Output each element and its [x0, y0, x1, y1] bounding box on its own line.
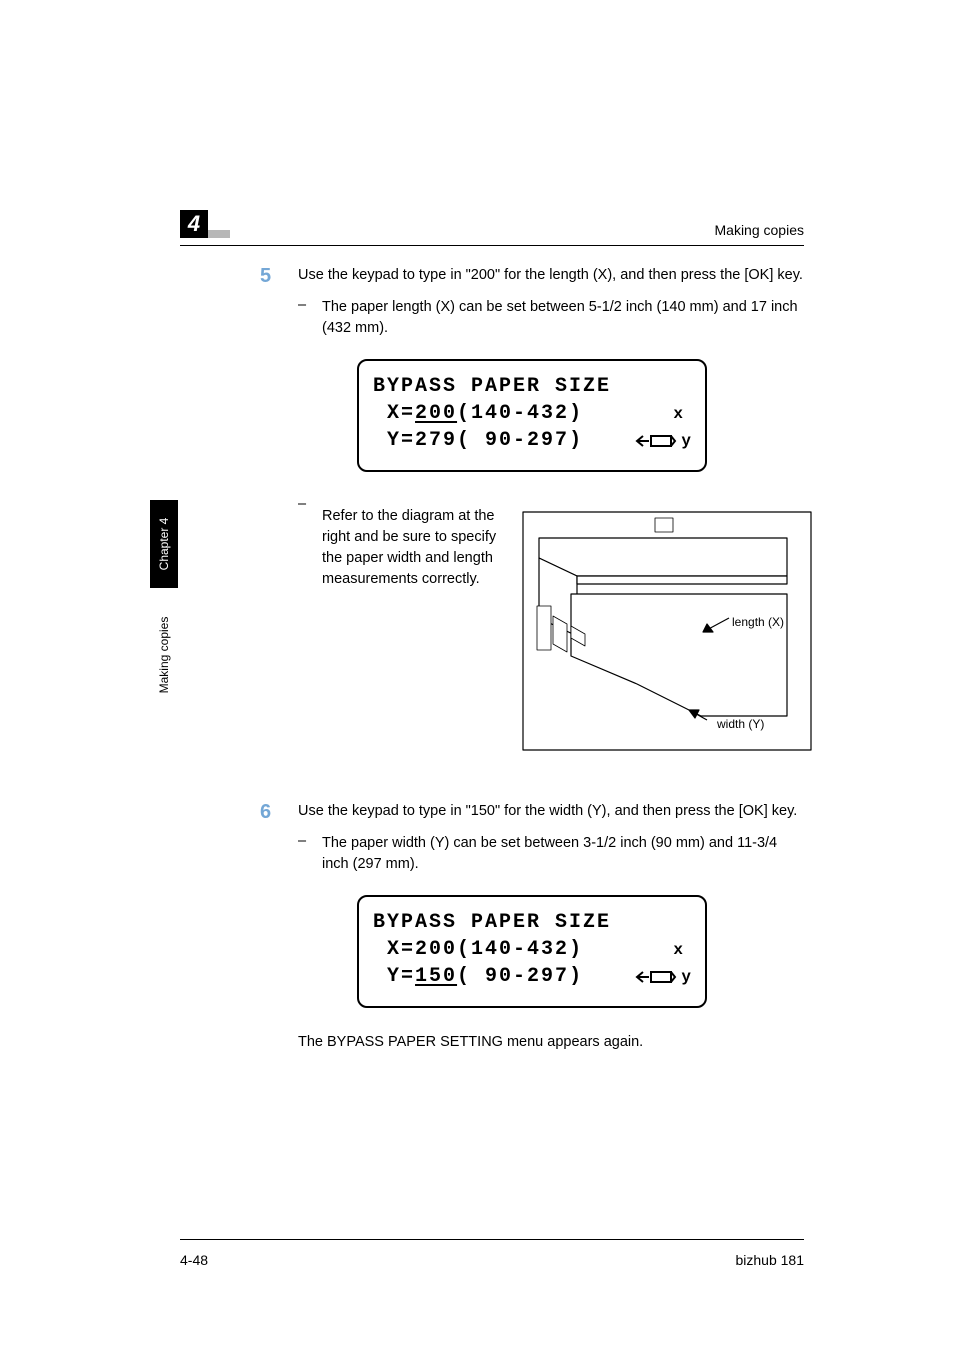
header-title: Making copies [230, 222, 804, 238]
footer-rule [180, 1239, 804, 1240]
chapter-badge-bar [208, 230, 230, 238]
lcd-panel-2: BYPASS PAPER SIZE X=200(140-432) x Y=150… [357, 895, 707, 1008]
step-5-bullet-1: The paper length (X) can be set between … [322, 297, 804, 339]
lcd-2-title: BYPASS PAPER SIZE [373, 911, 691, 934]
lcd-2-x-suffix: x [673, 941, 683, 959]
lcd-1-y-suffix: y [681, 432, 691, 450]
step-6-number: 6 [260, 801, 298, 823]
bypass-tray-diagram: length (X) width (Y) [517, 506, 817, 761]
lcd-2-y-line: Y=150( 90-297) y [373, 965, 691, 988]
lcd-1-x-suffix: x [673, 405, 683, 423]
lcd-1-y-prefix: Y= [387, 429, 415, 452]
paper-feed-icon: y [635, 968, 691, 986]
lcd-2-x-range: (140-432) [457, 938, 583, 961]
lcd-2-x-line: X=200(140-432) x [373, 938, 691, 961]
step-5: 5 Use the keypad to type in "200" for th… [260, 265, 804, 339]
lcd-1-x-line: X=200(140-432) x [373, 402, 691, 425]
lcd-2-y-range: ( 90-297) [457, 965, 583, 988]
chapter-badge: 4 [180, 210, 208, 238]
lcd-2-y-prefix: Y= [387, 965, 415, 988]
content: 5 Use the keypad to type in "200" for th… [260, 265, 804, 1071]
step-6: 6 Use the keypad to type in "150" for th… [260, 801, 804, 875]
lcd-1-x-prefix: X= [387, 402, 415, 425]
paper-feed-icon: y [635, 432, 691, 450]
side-tab-chapter: Chapter 4 [157, 518, 171, 571]
lcd-2-y-suffix: y [681, 968, 691, 986]
lcd-panel-1: BYPASS PAPER SIZE X=200(140-432) x Y=279… [357, 359, 707, 472]
header: 4 Making copies [180, 210, 804, 238]
lcd-1-title: BYPASS PAPER SIZE [373, 375, 691, 398]
lcd-2-y-value: 150 [415, 965, 457, 988]
side-tab-section: Making copies [157, 617, 171, 694]
header-rule [180, 245, 804, 246]
side-tab: Chapter 4 Making copies [150, 500, 178, 710]
footer-page: 4-48 [180, 1252, 208, 1268]
lcd-1-x-range: (140-432) [457, 402, 583, 425]
lcd-1-y-range: ( 90-297) [457, 429, 583, 452]
lcd-1-y-value: 279 [415, 429, 457, 452]
footer: 4-48 bizhub 181 [180, 1252, 804, 1268]
step-5-number: 5 [260, 265, 298, 287]
footer-model: bizhub 181 [735, 1252, 804, 1268]
step-5-bullet-2: Refer to the diagram at the right and be… [322, 506, 517, 590]
bullet-dash: – [298, 496, 322, 791]
lcd-1-x-value: 200 [415, 402, 457, 425]
result-note: The BYPASS PAPER SETTING menu appears ag… [298, 1032, 804, 1053]
result-note-row: The BYPASS PAPER SETTING menu appears ag… [260, 1032, 804, 1053]
bullet-dash: – [298, 297, 322, 339]
lcd-2-x-value: 200 [415, 938, 457, 961]
step-5-body: Use the keypad to type in "200" for the … [298, 265, 804, 286]
step-6-body: Use the keypad to type in "150" for the … [298, 801, 804, 822]
page: 4 Making copies Chapter 4 Making copies … [0, 0, 954, 1350]
step-5-bullet-2-row: – Refer to the diagram at the right and … [260, 496, 804, 791]
diagram-length-label: length (X) [732, 615, 784, 629]
bullet-dash: – [298, 833, 322, 875]
lcd-2-x-prefix: X= [387, 938, 415, 961]
step-6-bullet-1: The paper width (Y) can be set between 3… [322, 833, 804, 875]
diagram-width-label: width (Y) [716, 717, 764, 731]
lcd-1-y-line: Y=279( 90-297) y [373, 429, 691, 452]
